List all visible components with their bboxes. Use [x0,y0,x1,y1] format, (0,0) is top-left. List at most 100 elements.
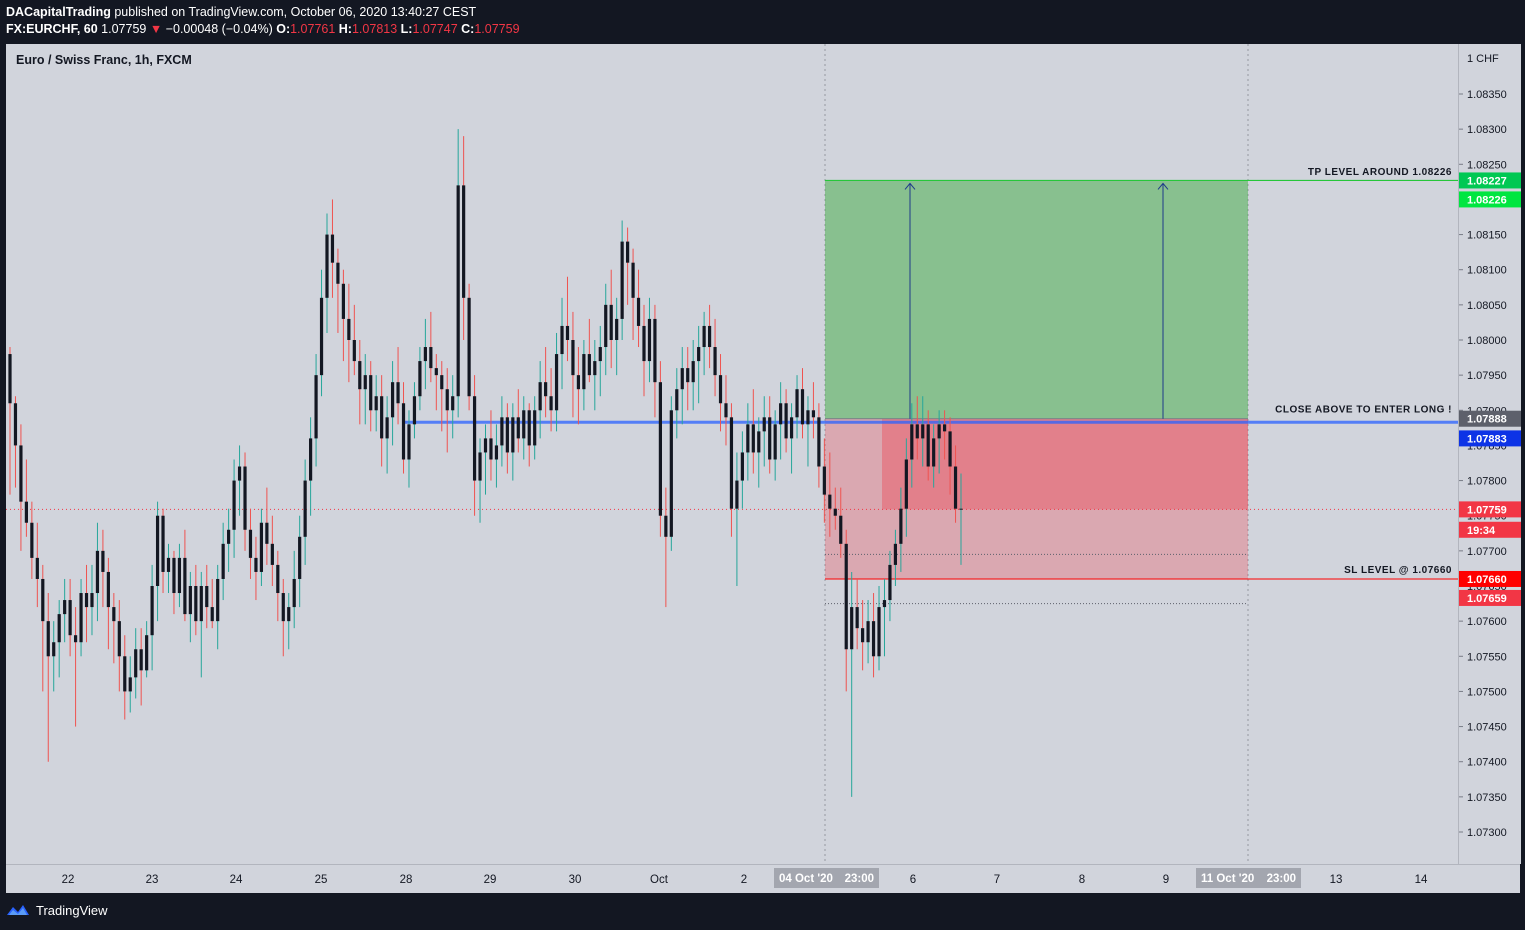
candle-body [915,424,919,439]
candle-body [385,417,389,439]
time-tick-label: 13 [1330,874,1343,886]
candle-body [899,508,903,544]
candle-body [63,600,67,615]
time-tick-label: 25 [315,874,328,886]
candle-body [893,543,898,565]
candle-body [500,417,504,446]
low-label: L: [400,22,413,36]
candle-body [374,396,378,411]
down-arrow-icon: ▼ [149,22,163,36]
candle-body [489,438,493,460]
time-tick-label: 8 [1079,874,1085,886]
candle-body [161,515,165,572]
time-axis-svg: 22232425282930Oct25678912131404 Oct '202… [62,868,1428,888]
price-change: −0.00048 (−0.04%) [165,22,273,36]
candle-body [877,607,881,657]
open-loss-zone [882,418,1248,510]
chart-plot-area[interactable]: TP LEVEL AROUND 1.08226 CLOSE ABOVE TO EN… [6,44,1458,864]
candle-body [248,529,253,558]
candle-body [412,396,417,425]
candle-body [800,389,805,425]
candle-body [784,403,788,439]
candle-body [112,607,116,622]
candle-body [287,607,291,622]
candle-body [472,396,477,481]
price-label-text: 1.07888 [1467,414,1507,426]
candle-body [434,368,438,376]
candle-body [259,522,264,572]
time-tick-label: 2 [741,874,747,886]
price-axis[interactable]: 1 CHF1.083501.083001.082501.082001.08150… [1458,44,1521,864]
candle-body [702,325,706,348]
candle-body [101,550,105,572]
price-label-box [1459,570,1521,587]
candle-body [210,607,214,622]
time-tick-label: 22 [62,874,75,886]
candle-body [188,586,192,615]
price-tick-label: 1.07700 [1467,546,1507,558]
low-value: 1.07747 [412,22,458,36]
time-axis[interactable]: 22232425282930Oct25678912131404 Oct '202… [6,864,1520,893]
candle-body [134,649,138,678]
price-label-box [1459,501,1521,518]
price-tick-label: 1.08300 [1467,124,1507,136]
candle-body [582,354,586,390]
date-highlight-box [1196,868,1301,888]
price-tick-label: 1.08000 [1467,335,1507,347]
price-label-text: 1.07759 [1467,504,1507,516]
candle-body [822,466,826,495]
candle-body [615,318,619,340]
take-profit-zone [825,180,1248,419]
candle-body [172,557,176,594]
price-chart-svg[interactable]: TP LEVEL AROUND 1.08226 CLOSE ABOVE TO EN… [6,44,1458,864]
price-tick-label: 1.07800 [1467,476,1507,488]
candle-body [128,677,132,692]
candle-body [669,410,673,537]
candle-body [494,445,499,460]
tradingview-brand[interactable]: TradingView [36,902,108,918]
candle-body [850,607,854,650]
price-axis-svg: 1 CHF1.083501.083001.082501.082001.08150… [1459,53,1521,839]
candle-body [24,501,28,523]
tradingview-logo-icon [7,905,29,915]
candle-body [319,297,324,376]
candle-body [680,368,684,390]
candle-body [19,445,23,502]
candle-body [724,403,728,418]
candle-body [839,515,843,544]
price-tick-label: 1.08050 [1467,300,1507,312]
time-tick-label: Oct [650,874,669,886]
candle-body [52,642,56,657]
candle-body [642,325,646,362]
candle-body [620,241,624,319]
candle-body [888,564,892,601]
candle-body [155,515,160,586]
level-annotation: TP LEVEL AROUND 1.08226 [1308,167,1452,178]
price-label-text: 1.08226 [1467,194,1507,206]
level-annotation: CLOSE ABOVE TO ENTER LONG ! [1275,405,1452,416]
candle-body [216,578,220,622]
candle-body [166,557,171,572]
candle-body [729,417,734,509]
candle-body [423,347,427,362]
date-highlight-box [774,868,879,888]
date-highlight-label: 04 Oct '20 [779,873,833,885]
publisher-name[interactable]: DACapitalTrading [6,5,111,19]
candle-body [303,480,307,537]
candle-body [746,424,750,453]
candle-body [30,522,34,558]
candle-body [740,452,744,481]
candle-body [106,571,110,608]
published-text: published on TradingView.com, October 06… [114,5,477,19]
time-tick-label: 14 [1415,874,1428,886]
candle-body [232,480,236,530]
candle-body [587,354,591,376]
candle-body [811,410,816,418]
candle-body [686,368,690,383]
candle-body [41,578,45,622]
candle-body [789,417,794,439]
time-tick-label: 9 [1163,874,1169,886]
candle-body [565,325,570,340]
price-tick-label: 1.07600 [1467,616,1507,628]
candle-body [396,382,400,404]
